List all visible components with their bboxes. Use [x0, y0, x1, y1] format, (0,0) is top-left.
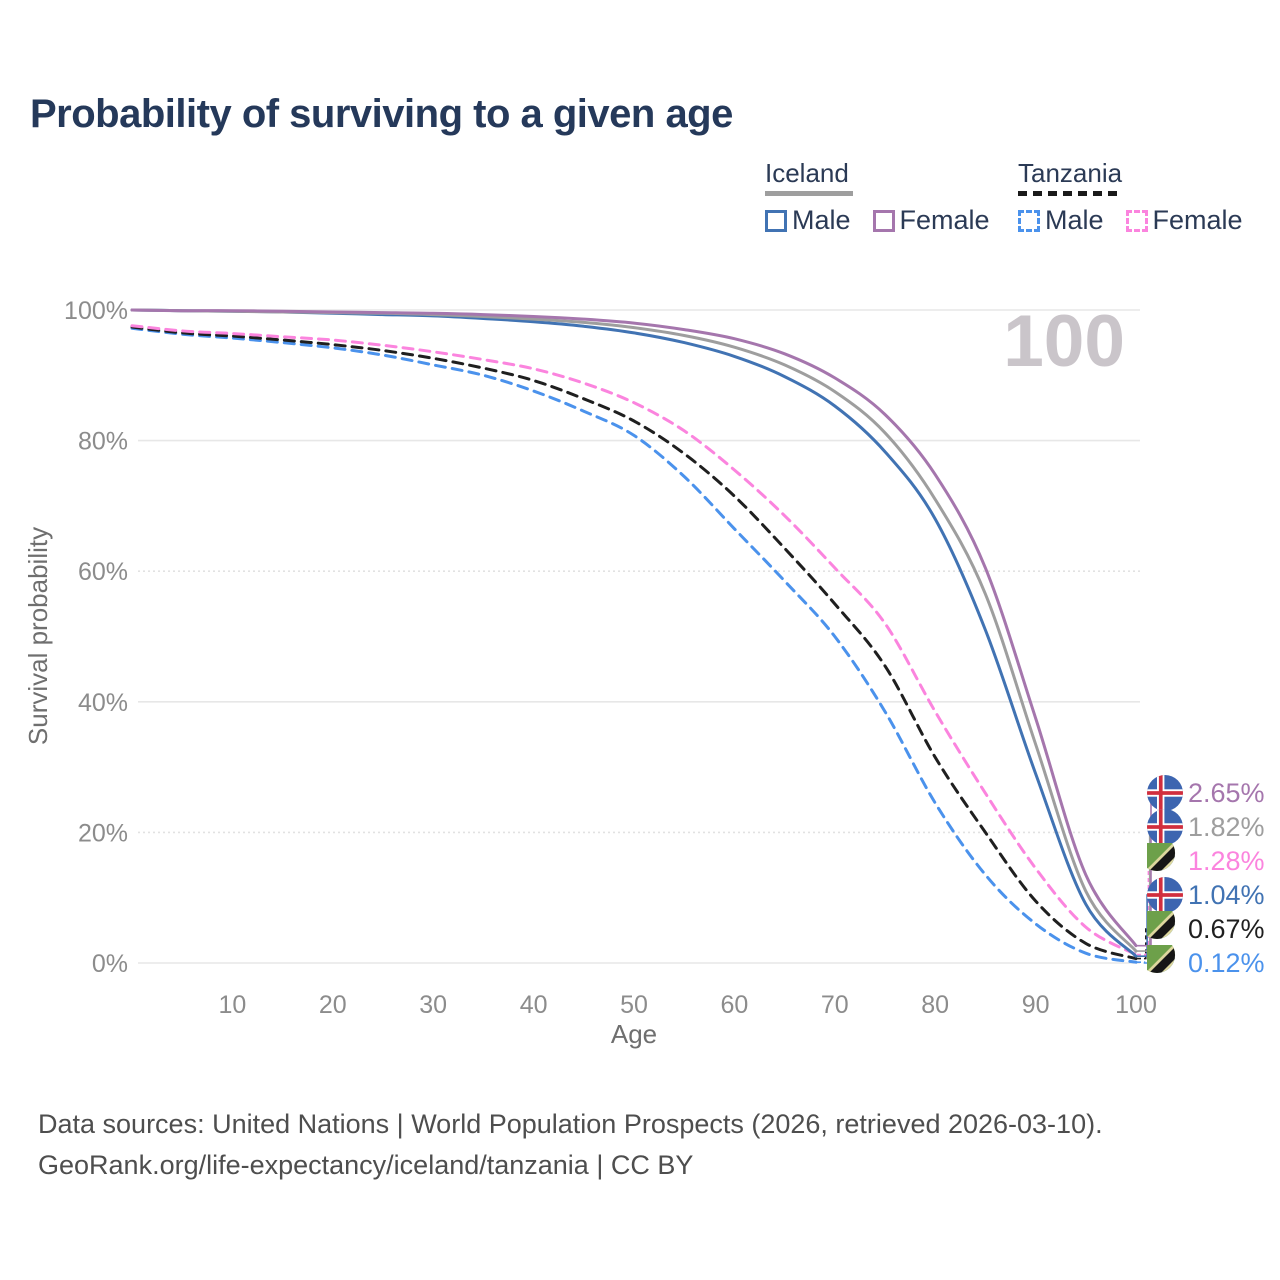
footer: Data sources: United Nations | World Pop… — [38, 1104, 1103, 1186]
x-tick-label: 100 — [1115, 991, 1157, 1019]
legend-country-label[interactable]: Iceland — [765, 158, 849, 188]
end-label-iceland-male: 1.04% — [1147, 877, 1265, 913]
legend-linestyle-swatch — [1018, 191, 1122, 196]
x-tick-label: 60 — [720, 991, 748, 1019]
y-tick-label: 0% — [92, 950, 128, 978]
legend-country-label[interactable]: Tanzania — [1018, 158, 1123, 188]
x-tick-label: 70 — [821, 991, 849, 1019]
footer-url-line: GeoRank.org/life-expectancy/iceland/tanz… — [38, 1150, 694, 1180]
iceland-flag-icon — [1147, 775, 1183, 811]
legend-checkbox[interactable] — [872, 209, 895, 232]
y-tick-label: 40% — [78, 689, 128, 717]
chart-legend: Iceland Male Female Tanzania Male Female — [0, 158, 1280, 238]
legend-checkbox[interactable] — [1018, 209, 1040, 232]
y-tick-label: 60% — [78, 558, 128, 586]
curve-tanzania — [130, 325, 1138, 961]
page-title: Probability of surviving to a given age — [30, 92, 733, 136]
iceland-flag-icon — [1147, 877, 1183, 913]
end-label-tanzania-female: 1.28% — [1147, 843, 1265, 879]
legend-checkbox[interactable] — [1125, 209, 1148, 232]
x-tick-label: 80 — [921, 991, 949, 1019]
curve-tanzania-male — [130, 326, 1138, 964]
x-tick-label: 50 — [620, 991, 648, 1019]
legend-checkbox[interactable] — [765, 209, 787, 232]
end-label-value: 1.04% — [1188, 879, 1265, 910]
end-label-value: 1.82% — [1188, 811, 1265, 842]
x-tick-label: 40 — [520, 991, 548, 1019]
tanzania-flag-icon — [1147, 843, 1183, 879]
end-label-tanzania-male: 0.12% — [1147, 945, 1265, 981]
curve-iceland-male — [130, 308, 1138, 958]
x-axis-title: Age — [611, 1019, 657, 1049]
y-axis-title: Survival probability — [23, 527, 53, 745]
y-tick-label: 80% — [78, 428, 128, 456]
legend-linestyle-swatch — [765, 191, 853, 196]
legend-group-tanzania: Tanzania Male Female — [1018, 158, 1265, 236]
tanzania-flag-icon — [1147, 945, 1183, 981]
legend-item-label: Female — [899, 205, 990, 235]
label-connector — [1137, 961, 1150, 964]
x-tick-label: 90 — [1022, 991, 1050, 1019]
y-tick-label: 20% — [78, 819, 128, 847]
legend-item-iceland-female[interactable]: Female — [872, 205, 990, 236]
legend-item-iceland-male[interactable]: Male — [765, 205, 851, 236]
iceland-flag-icon — [1147, 775, 1183, 811]
x-tick-label: 20 — [319, 991, 347, 1019]
end-label-value: 0.12% — [1188, 947, 1265, 978]
iceland-flag-icon — [1147, 809, 1183, 845]
legend-item-label: Male — [792, 205, 851, 235]
end-label-value: 1.28% — [1188, 845, 1265, 876]
y-tick-label: 100% — [64, 297, 128, 325]
end-label-iceland: 1.82% — [1147, 809, 1265, 845]
label-connector — [1137, 928, 1150, 960]
end-label-value: 2.65% — [1188, 777, 1265, 808]
end-label-value: 0.67% — [1188, 913, 1265, 944]
legend-item-label: Male — [1045, 205, 1104, 235]
curve-iceland-female — [130, 308, 1138, 948]
iceland-flag-icon — [1147, 877, 1183, 913]
end-label-tanzania: 0.67% — [1147, 911, 1265, 947]
x-tick-label: 10 — [218, 991, 246, 1019]
x-tick-label: 30 — [419, 991, 447, 1019]
tanzania-flag-icon — [1147, 843, 1183, 879]
legend-item-tanzania-male[interactable]: Male — [1018, 205, 1104, 236]
tanzania-flag-icon — [1147, 945, 1183, 981]
legend-group-iceland: Iceland Male Female — [765, 158, 1012, 236]
curve-tanzania-female — [130, 324, 1138, 957]
end-label-iceland-female: 2.65% — [1147, 775, 1265, 811]
legend-item-tanzania-female[interactable]: Female — [1125, 205, 1243, 236]
tanzania-flag-icon — [1147, 911, 1183, 947]
footer-source-line: Data sources: United Nations | World Pop… — [38, 1109, 1103, 1139]
tanzania-flag-icon — [1147, 911, 1183, 947]
iceland-flag-icon — [1147, 809, 1183, 845]
age-indicator-watermark: 100 — [1003, 301, 1125, 382]
legend-item-label: Female — [1152, 205, 1243, 235]
